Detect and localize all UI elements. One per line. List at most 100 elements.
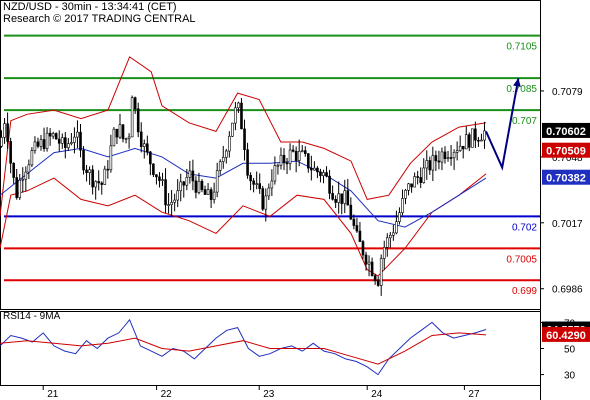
candle-body <box>167 204 170 206</box>
candle-body <box>407 183 410 191</box>
candle-body <box>395 221 398 234</box>
candle-body <box>121 124 125 140</box>
candle-body <box>3 123 6 138</box>
candle-body <box>379 258 383 286</box>
level-label-pivot: 0.702 <box>512 222 537 233</box>
forecast-arrowhead <box>513 78 521 87</box>
candle-body <box>467 134 471 148</box>
candle-body <box>455 150 459 153</box>
candle-body <box>300 150 304 152</box>
candlestick-series <box>0 95 486 296</box>
candle-body <box>331 193 334 200</box>
candle-body <box>27 164 31 173</box>
candle-body <box>252 180 255 185</box>
candle-body <box>224 150 228 158</box>
candle-body <box>303 150 307 154</box>
candle-body <box>54 133 58 140</box>
candle-body <box>461 145 465 150</box>
candle-body <box>416 176 419 178</box>
candle-body <box>103 168 107 185</box>
candle-body <box>94 181 97 188</box>
candle-body <box>276 164 280 167</box>
candle-body <box>15 177 19 198</box>
candle-body <box>234 107 237 124</box>
candle-body <box>404 189 407 199</box>
candle-body <box>464 134 468 150</box>
candle-body <box>51 133 55 137</box>
candle-body <box>410 183 413 188</box>
candle-body <box>109 145 113 171</box>
candle-body <box>6 123 9 142</box>
candle-body <box>45 132 49 149</box>
candle-body <box>392 232 395 236</box>
chart-title: NZD/USD - 30min - 13:34:41 (CET) <box>3 1 177 13</box>
rsi-series-line-1 <box>0 318 487 376</box>
candle-body <box>437 160 441 163</box>
candle-body <box>179 181 183 192</box>
x-tick-label: 23 <box>263 389 275 400</box>
candle-body <box>328 175 331 194</box>
candle-body <box>191 170 195 182</box>
candle-body <box>70 142 73 144</box>
candle-body <box>24 171 28 180</box>
candle-body <box>449 157 453 159</box>
candle-body <box>474 128 477 141</box>
candle-body <box>60 137 64 144</box>
candle-body <box>212 191 216 200</box>
candle-body <box>389 234 392 239</box>
candle-body <box>419 177 422 183</box>
candle-body <box>273 165 277 182</box>
candle-body <box>218 161 222 171</box>
candle-body <box>67 143 70 148</box>
candle-body <box>364 254 368 265</box>
candle-body <box>249 174 252 182</box>
level-label-support: 0.7005 <box>506 254 537 265</box>
candle-body <box>431 155 435 171</box>
candle-body <box>313 167 316 171</box>
candle-body <box>352 218 356 226</box>
candle-body <box>158 176 161 181</box>
candle-body <box>231 122 234 137</box>
level-label-resistance: 0.7085 <box>506 84 537 95</box>
forecast-path <box>485 78 520 171</box>
candle-body <box>401 198 404 213</box>
candle-body <box>261 188 265 210</box>
candle-body <box>319 171 322 177</box>
candle-body <box>337 193 340 203</box>
candle-body <box>367 261 371 265</box>
rsi-y-tick-label: 50 <box>564 345 576 356</box>
candle-body <box>64 137 67 148</box>
candle-body <box>176 190 179 201</box>
candle-body <box>446 157 450 160</box>
candle-body <box>155 174 158 178</box>
candle-body <box>136 108 140 133</box>
price-tag-box <box>542 169 590 185</box>
candle-body <box>48 132 52 137</box>
candle-body <box>0 137 3 147</box>
candle-body <box>170 202 173 205</box>
candle-body <box>185 176 189 186</box>
candle-body <box>413 176 416 188</box>
price-panel-frame <box>0 0 541 310</box>
candle-body <box>206 189 210 195</box>
y-tick-label: 0.7017 <box>552 219 583 230</box>
candle-body <box>370 261 374 276</box>
candle-body <box>91 169 94 188</box>
price-tag-label: 0.70382 <box>546 173 586 185</box>
candle-body <box>373 275 377 281</box>
rsi-tag-label: 60.4290 <box>546 330 586 342</box>
x-tick-label: 24 <box>371 389 383 400</box>
candle-body <box>264 195 268 210</box>
candle-body <box>194 180 198 193</box>
candle-body <box>100 182 104 185</box>
candle-body <box>237 102 240 109</box>
price-tag-box <box>542 122 590 138</box>
bollinger-lower-line <box>0 173 487 277</box>
candle-body <box>85 169 88 173</box>
candle-body <box>106 168 110 171</box>
candle-body <box>36 141 40 147</box>
candle-body <box>322 172 325 177</box>
candle-body <box>221 157 225 162</box>
candle-body <box>115 128 119 138</box>
